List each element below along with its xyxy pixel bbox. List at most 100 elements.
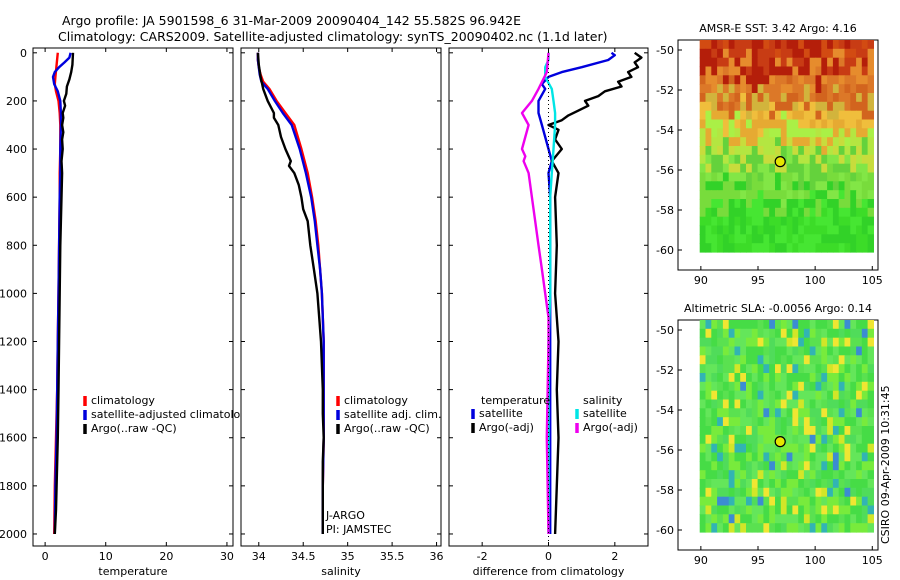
sla_map-heat-cell <box>740 426 747 436</box>
sla_map-heat-cell <box>821 381 828 392</box>
sla_map-heat-cell <box>861 373 869 383</box>
sla_map-heat-cell <box>832 461 840 471</box>
sst_map-heat-cell <box>705 163 712 174</box>
sst_map-heat-cell <box>815 181 822 191</box>
salinity-xtick-label: 35.5 <box>380 550 405 563</box>
sla_map-heat-cell <box>717 399 724 409</box>
sla_map-heat-cell <box>832 443 840 454</box>
sla_map-heat-cell <box>861 505 869 515</box>
sst_map-heat-cell <box>850 75 857 85</box>
sst_map-heat-cell <box>717 154 724 165</box>
sst_map-heat-cell <box>728 110 736 121</box>
sst_map-heat-cell <box>856 66 863 76</box>
sla_map-heat-cell <box>740 496 747 507</box>
sst_map-heat-cell <box>792 163 799 174</box>
sst_map-heat-cell <box>751 234 759 244</box>
sst_map-heat-cell <box>728 243 736 253</box>
sst_map-heat-cell <box>861 101 869 112</box>
difference-legend-title-temperature: temperature <box>481 394 550 407</box>
sla_map-heat-cell <box>861 381 869 392</box>
sst_map-heat-cell <box>769 216 776 227</box>
sst_map-heat-cell <box>699 234 707 244</box>
sst_map-heat-cell <box>832 154 840 165</box>
sst_map-heat-cell <box>798 57 805 68</box>
sla_map-heat-cell <box>821 496 828 507</box>
sla_map-xtick-label: 105 <box>862 554 883 567</box>
sst_map-heat-cell <box>798 216 805 227</box>
sst_map-heat-cell <box>780 84 788 94</box>
sla_map-heat-cell <box>722 408 730 418</box>
sla_map-heat-cell <box>809 487 817 498</box>
sla_map-heat-cell <box>775 364 782 374</box>
sst_map-heat-cell <box>850 119 857 129</box>
sla_map-heat-cell <box>809 523 817 533</box>
sla_map-heat-cell <box>740 390 747 401</box>
sst_map-heat-cell <box>734 172 741 182</box>
sst_map-heat-cell <box>815 75 822 85</box>
sla_map-heat-cell <box>757 355 764 365</box>
sst_map-heat-cell <box>844 154 851 165</box>
sst_map-heat-cell <box>728 66 736 76</box>
sla_map-heat-cell <box>775 496 782 507</box>
sla_map-heat-cell <box>705 470 712 480</box>
sst_map-heat-cell <box>815 172 822 182</box>
sla_map-heat-cell <box>705 373 712 383</box>
sst_map-heat-cell <box>856 172 863 182</box>
sla_map-heat-cell <box>850 417 857 427</box>
sla_map-heat-cell <box>775 443 782 454</box>
sst_map-heat-cell <box>734 216 741 227</box>
sla_map-heat-cell <box>746 505 753 515</box>
sla_map-heat-cell <box>798 381 805 392</box>
sst_map-heat-cell <box>838 243 846 253</box>
sla_map-xtick-label: 90 <box>694 554 708 567</box>
sla_map-heat-cell <box>867 381 874 392</box>
sst_map-heat-cell <box>763 101 770 112</box>
sla_map-heat-cell <box>867 487 874 498</box>
sla_map-heat-cell <box>722 381 730 392</box>
sla_map-heat-cell <box>722 487 730 498</box>
sla_map-heat-cell <box>827 470 834 480</box>
sla_map-heat-cell <box>838 390 846 401</box>
sst_map-heat-cell <box>751 207 759 218</box>
sst_map-heat-cell <box>850 234 857 244</box>
sla_map-ytick-label: -50 <box>656 324 674 337</box>
sla_map-heat-cell <box>722 399 730 409</box>
sst_map-heat-cell <box>798 40 805 50</box>
sla_map-heat-cell <box>717 461 724 471</box>
sla_map-heat-cell <box>815 470 822 480</box>
sla_map-heat-cell <box>763 461 770 471</box>
sla_map-heat-cell <box>699 452 707 462</box>
sla_map-heat-cell <box>856 346 863 356</box>
sla_map-heat-cell <box>734 514 741 524</box>
sst_map-heat-cell <box>856 234 863 244</box>
sla_map-heat-cell <box>844 328 851 339</box>
sla_map-heat-cell <box>775 470 782 480</box>
sst_map-heat-cell <box>711 199 718 209</box>
sla_map-heat-cell <box>746 434 753 445</box>
sla_map-heat-cell <box>856 426 863 436</box>
sst_map-heat-cell <box>746 48 753 59</box>
sst_map-heat-cell <box>809 216 817 227</box>
sla_map-heat-cell <box>798 523 805 533</box>
sst_map-heat-cell <box>827 146 834 156</box>
sla_map-heat-cell <box>815 461 822 471</box>
sst_map-heat-cell <box>832 66 840 76</box>
sla_map-heat-cell <box>838 479 846 489</box>
sst_map-heat-cell <box>746 199 753 209</box>
sst_map-heat-cell <box>786 93 793 103</box>
sla_map-heat-cell <box>763 434 770 445</box>
sla_map-heat-cell <box>780 346 788 356</box>
sst_map-heat-cell <box>705 225 712 235</box>
temperature-ytick-label: 1800 <box>0 480 27 493</box>
sla_map-heat-cell <box>699 461 707 471</box>
sst_map-heat-cell <box>722 216 730 227</box>
sst_map-heat-cell <box>844 84 851 94</box>
sst_map-heat-cell <box>792 199 799 209</box>
sst_map-heat-cell <box>803 243 811 253</box>
sla_map-heat-cell <box>780 417 788 427</box>
sla_map-heat-cell <box>728 452 736 462</box>
sla_map-heat-cell <box>803 443 811 454</box>
sla_map-heat-cell <box>763 355 770 365</box>
sst_map-heat-cell <box>780 119 788 129</box>
sla_map-heat-cell <box>792 487 799 498</box>
